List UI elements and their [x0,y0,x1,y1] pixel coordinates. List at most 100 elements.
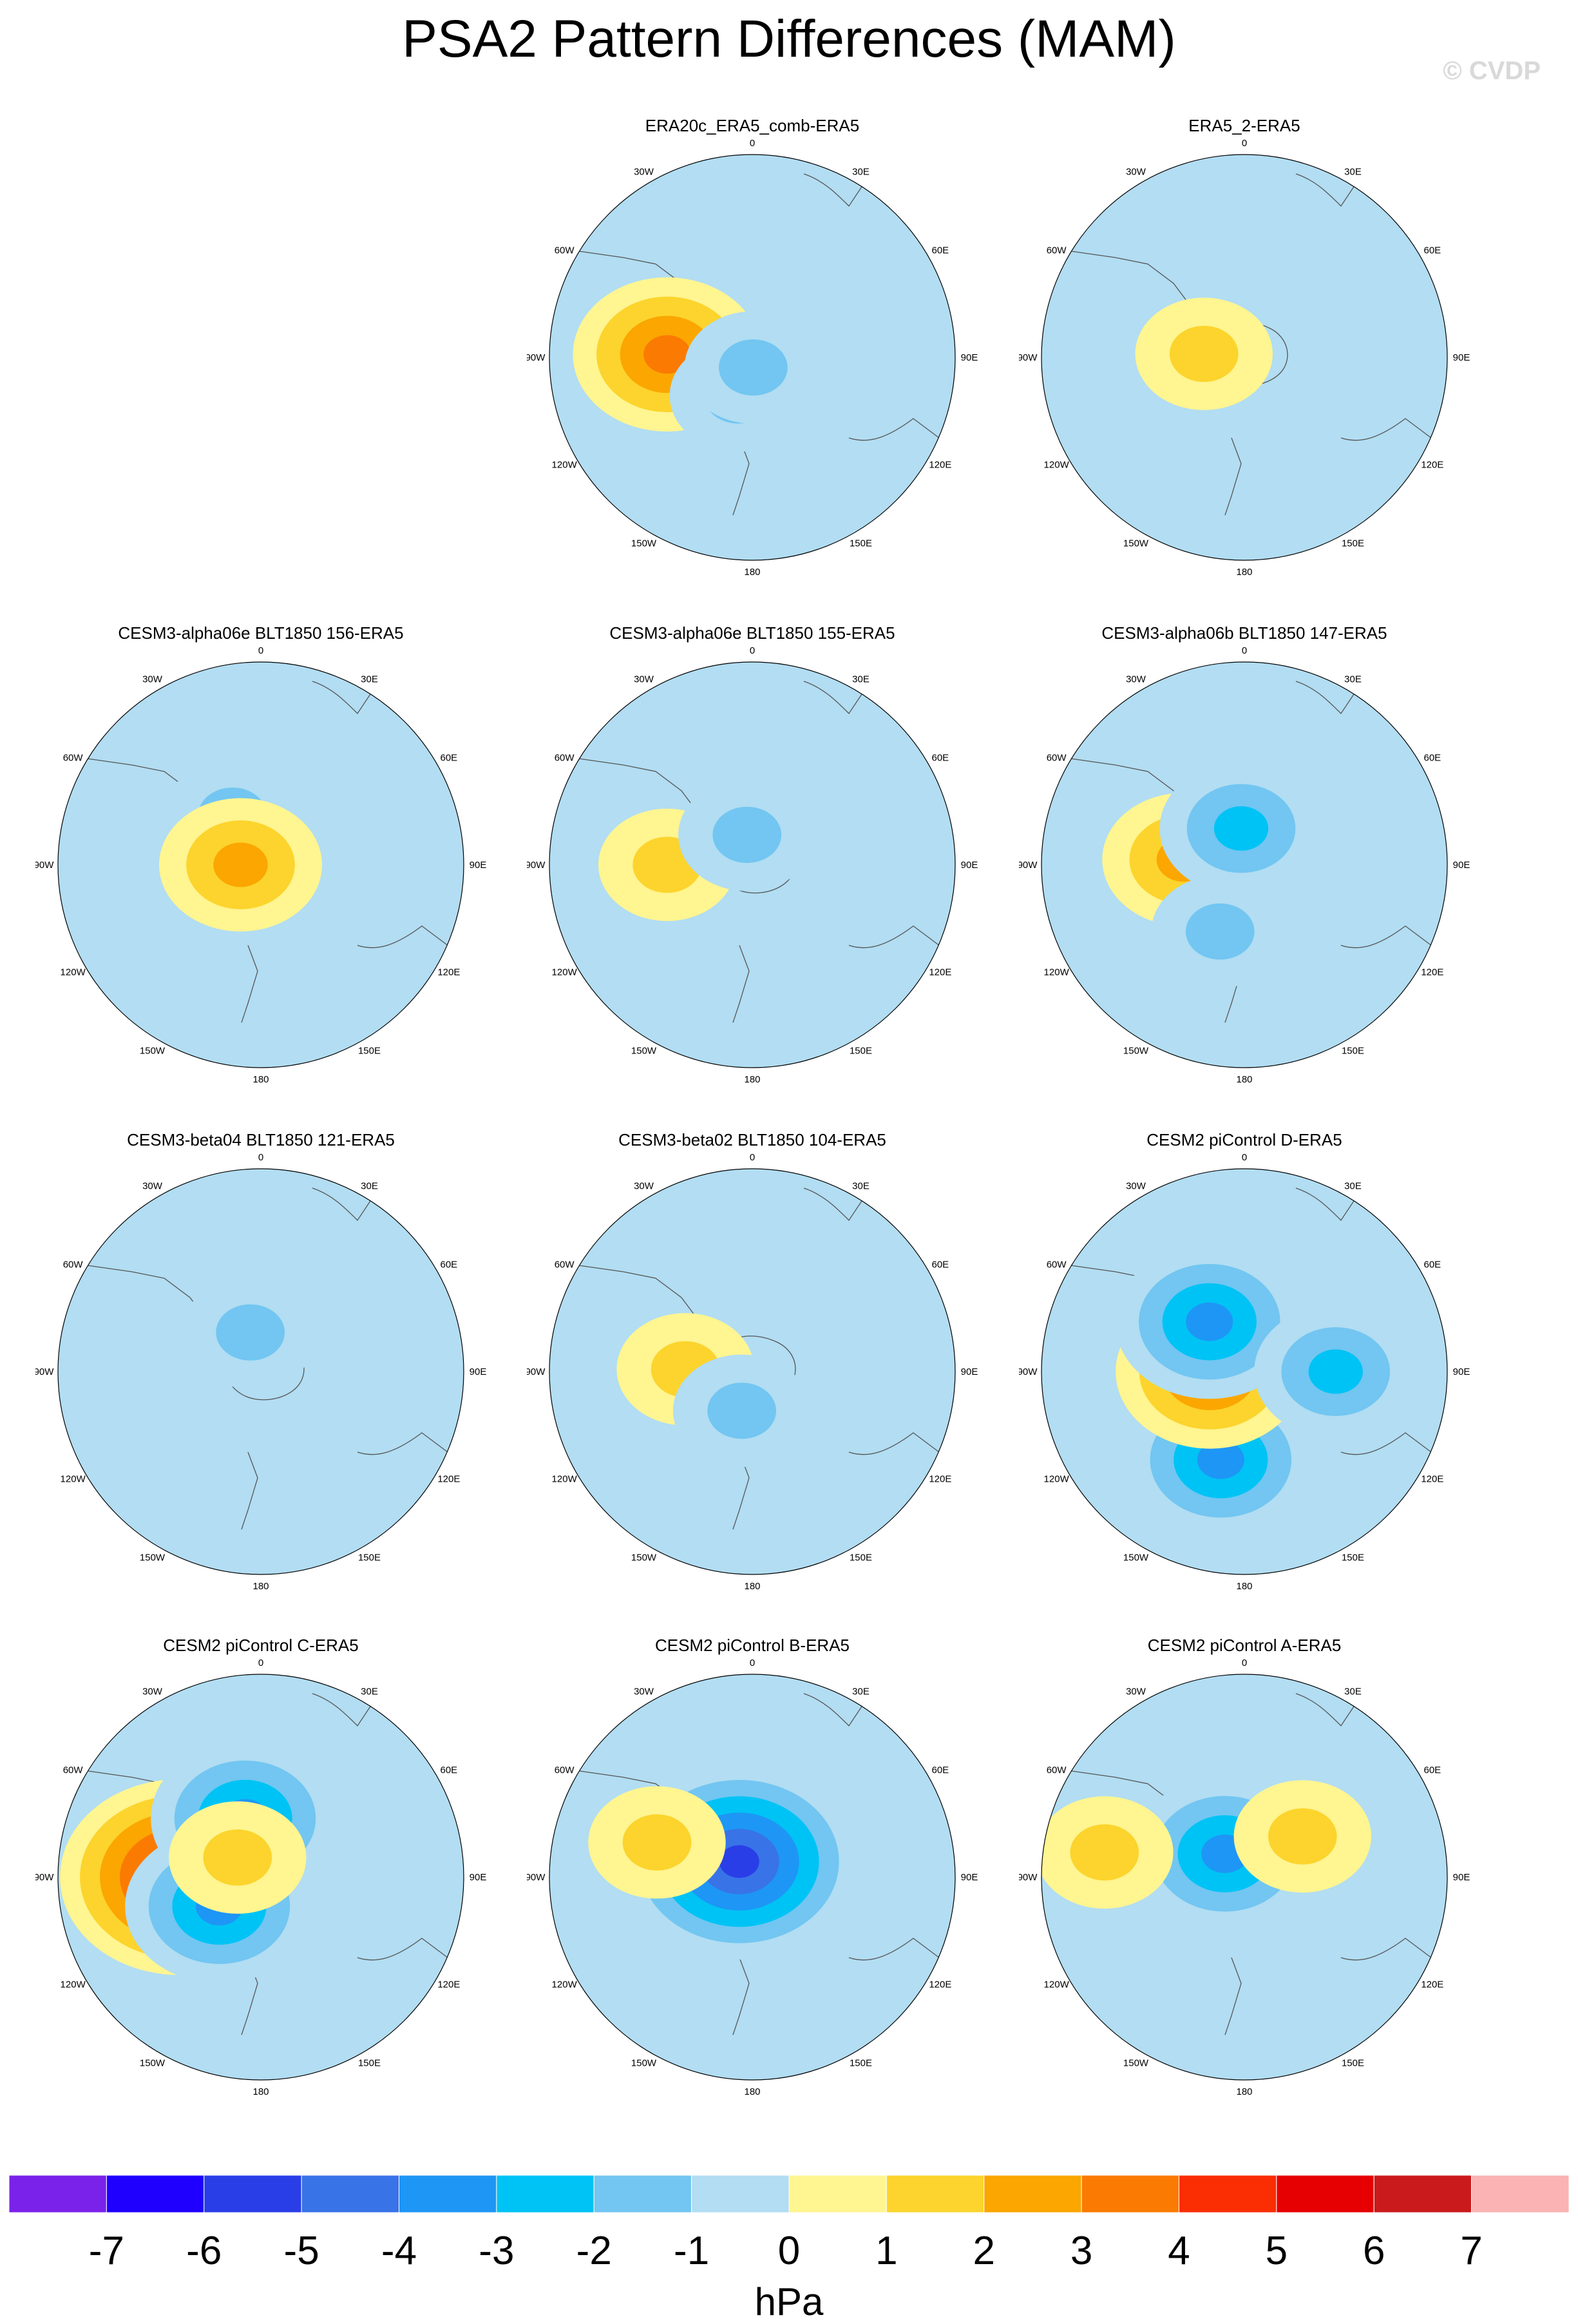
map-border [549,1168,956,1575]
longitude-label: 120W [1044,1474,1070,1485]
longitude-label: 30W [634,674,654,685]
polar-map: 0 30E 60E 90E 120E 150E 180 150W 120W 90W 60W 30W [527,1658,978,2097]
colorbar-tick-label: -1 [674,2229,709,2272]
map-panel: CESM3-beta02 BLT1850 104-ERA5 0 30E 60E 90E 1… [527,1130,978,1620]
map-border [549,154,956,561]
panel-title: ERA5_2-ERA5 [1188,116,1300,135]
longitude-label: 90W [1019,1872,1038,1883]
longitude-label: 30W [1126,674,1146,685]
longitude-label: 30E [852,167,870,178]
colorbar-swatch [204,2175,302,2213]
contour-band [216,1304,285,1361]
longitude-label: 30E [1344,1181,1362,1192]
contour-band [1185,903,1255,960]
longitude-label: 30W [142,674,163,685]
longitude-label: 180 [744,1581,760,1592]
longitude-label: 150E [358,1552,381,1563]
longitude-label: 120W [61,967,86,978]
longitude-label: 120W [1044,460,1070,471]
positive-anomaly [159,798,322,932]
longitude-label: 120W [61,1979,86,1990]
longitude-label: 30W [634,1686,654,1697]
longitude-label: 30E [852,1686,870,1697]
map-panel: ERA5_2-ERA5 0 30E 60E 90E 120E 150E 180 150W 120W… [1019,116,1470,605]
longitude-label: 120E [437,1474,460,1485]
longitude-label: 60E [1423,1765,1441,1776]
longitude-label: 180 [252,2086,269,2097]
longitude-label: 150E [1342,2057,1364,2068]
map-border [57,1168,464,1575]
colorbar-tick-label: -3 [479,2229,514,2272]
colorbar-swatch [984,2175,1082,2213]
longitude-label: 90W [527,860,546,871]
map-border [1041,661,1448,1068]
positive-anomaly [1233,1780,1372,1893]
longitude-label: 90E [961,860,978,871]
map-border [57,661,464,1068]
colorbar-swatch [496,2175,594,2213]
longitude-label: 60W [1047,1765,1067,1776]
polar-map: 0 30E 60E 90E 120E 150E 180 150W 120W 90W 60W 30W [1019,138,1470,578]
longitude-label: 60E [440,753,457,764]
longitude-label: 180 [1236,567,1252,578]
longitude-label: 0 [258,1152,263,1163]
longitude-label: 150E [1342,1552,1364,1563]
contour-band [719,339,788,396]
longitude-label: 60E [931,1765,949,1776]
longitude-label: 180 [1236,1581,1252,1592]
longitude-label: 60E [440,1260,457,1271]
colorbar-tick-label: 0 [778,2229,800,2272]
longitude-label: 30E [852,1181,870,1192]
longitude-label: 0 [1242,1152,1247,1163]
longitude-label: 180 [1236,1074,1252,1085]
longitude-label: 30W [634,1181,654,1192]
contour-band [1197,1440,1244,1479]
longitude-label: 90W [35,860,54,871]
polar-map: 0 30E 60E 90E 120E 150E 180 150W 120W 90W 60W 30W [527,1152,978,1592]
longitude-label: 150W [631,1045,657,1056]
negative-anomaly [1254,1305,1418,1439]
longitude-label: 90W [527,1872,546,1883]
longitude-label: 60W [555,245,575,256]
colorbar-swatch [691,2175,790,2213]
map-border [549,661,956,1068]
longitude-label: 180 [744,2086,760,2097]
polar-map: 0 30E 60E 90E 120E 150E 180 150W 120W 90W 60W 30W [1019,1152,1470,1592]
longitude-label: 180 [252,1074,269,1085]
longitude-label: 30E [852,674,870,685]
longitude-label: 60W [555,753,575,764]
contour-band [707,1383,777,1439]
contour-band [203,1829,272,1886]
map-border [549,1674,956,2081]
positive-anomaly [169,1801,307,1914]
colorbar-tick-label: 2 [973,2229,995,2272]
map-panel: CESM2 piControl C-ERA5 0 30E 60E 90E 120E 150E… [35,1636,486,2125]
longitude-label: 60E [931,1260,949,1271]
longitude-label: 0 [1242,645,1247,656]
longitude-label: 150W [1123,1045,1149,1056]
map-panel: CESM3-beta04 BLT1850 121-ERA5 0 30E 60E 90E 1… [35,1130,486,1620]
map-border [1041,1168,1448,1575]
longitude-label: 30W [142,1686,163,1697]
contour-band [712,806,782,864]
longitude-label: 30W [142,1181,163,1192]
longitude-label: 150W [140,1045,166,1056]
longitude-label: 30W [1126,1686,1146,1697]
negative-anomaly [684,311,822,424]
longitude-label: 0 [750,645,755,656]
colorbar-swatch [301,2175,399,2213]
contour-band [1186,1302,1233,1341]
longitude-label: 120W [1044,967,1070,978]
positive-anomaly [588,1786,726,1899]
longitude-label: 0 [750,1152,755,1163]
panel-title: CESM2 piControl D-ERA5 [1146,1130,1342,1149]
longitude-label: 0 [258,1658,263,1668]
longitude-label: 60E [1423,753,1441,764]
contour-band [622,1814,692,1871]
colorbar-tick-label: 4 [1168,2229,1190,2272]
longitude-label: 90W [527,1366,546,1377]
colorbar: -7 -6 -5 -4 -3 -2 -1 0 1 2 3 4 5 6 7 [9,2175,1569,2272]
longitude-label: 30W [1126,167,1146,178]
map-panel: ERA20c_ERA5_comb-ERA5 0 30E 60E 90E 120E 150E 1… [527,116,978,605]
map-panel: CESM2 piControl B-ERA5 0 30E 60E 90E 120E 150E… [527,1636,978,2125]
